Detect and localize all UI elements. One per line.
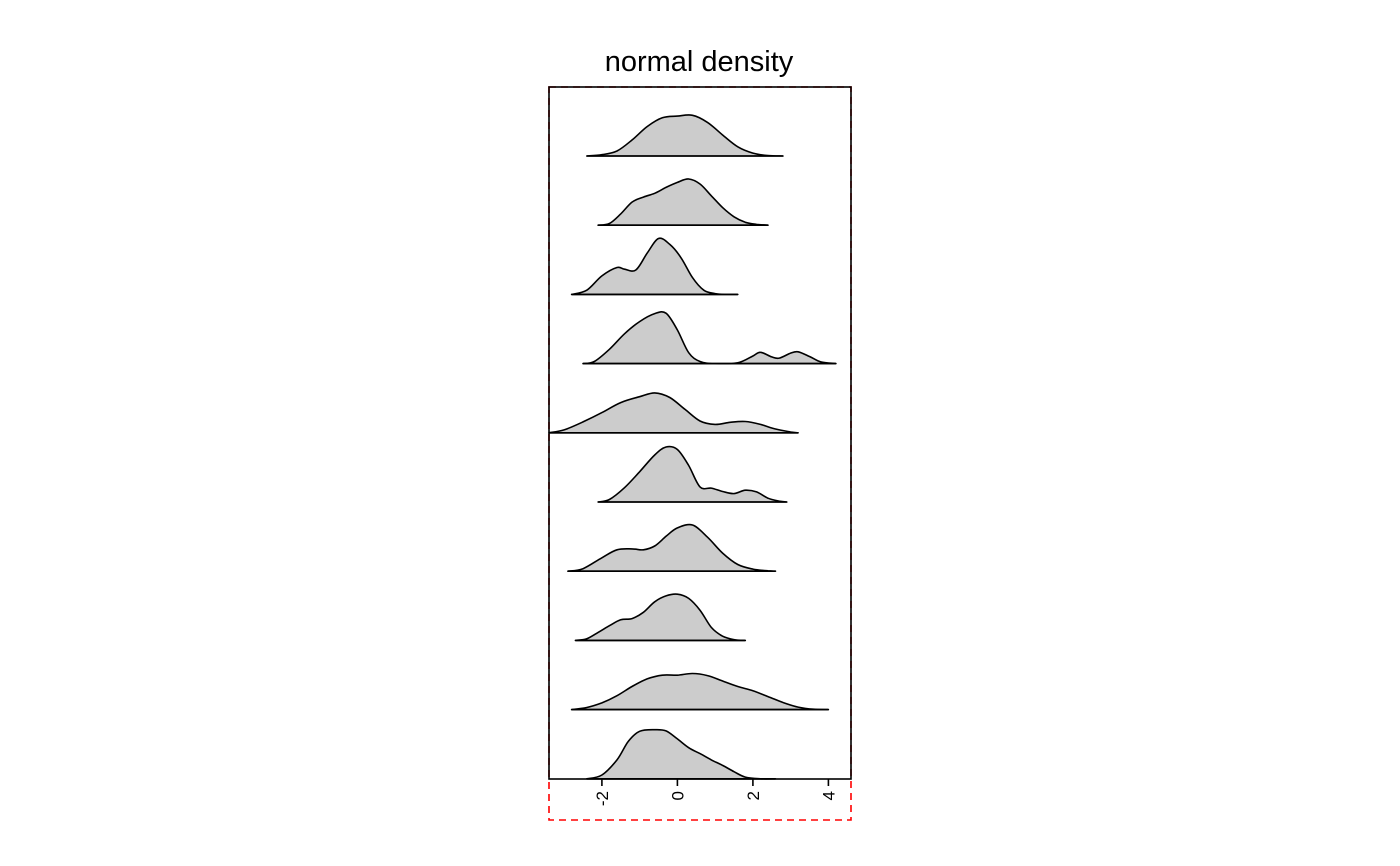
x-tick-label-1: -2 <box>593 791 612 806</box>
density-ridge-9 <box>570 672 830 711</box>
density-ridge-3 <box>570 237 739 296</box>
density-ridge-2 <box>597 178 769 226</box>
x-axis: -2 0 2 4 <box>593 779 838 806</box>
x-tick-label-4: 4 <box>819 791 838 800</box>
chart-title: normal density <box>605 46 794 78</box>
density-ridge-8 <box>574 593 747 642</box>
density-ridge-4 <box>582 310 837 365</box>
x-tick-label-2: 0 <box>668 791 687 800</box>
density-ridge-5 <box>548 392 799 434</box>
x-tick-label-3: 2 <box>744 791 763 800</box>
density-ridge-7 <box>567 523 777 572</box>
density-ridge-10 <box>586 728 777 780</box>
ridges-group <box>548 114 837 780</box>
density-ridge-6 <box>597 445 788 503</box>
density-ridge-1 <box>586 114 784 157</box>
